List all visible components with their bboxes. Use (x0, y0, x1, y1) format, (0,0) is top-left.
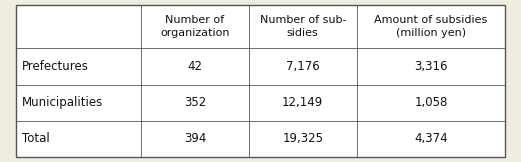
Bar (249, 85, 357, 121)
Bar (141, 5, 249, 48)
Text: 7,176: 7,176 (286, 60, 320, 73)
Text: Prefectures: Prefectures (22, 60, 89, 73)
Bar (357, 48, 505, 85)
Bar (16, 85, 141, 121)
Bar (16, 5, 141, 48)
Text: 19,325: 19,325 (282, 133, 323, 145)
Bar (16, 48, 141, 85)
Bar (249, 121, 357, 157)
Text: 394: 394 (184, 133, 206, 145)
Text: 1,058: 1,058 (414, 96, 448, 109)
Bar (141, 121, 249, 157)
Text: Amount of subsidies
(million yen): Amount of subsidies (million yen) (375, 15, 488, 38)
Bar (357, 121, 505, 157)
Bar (16, 121, 141, 157)
Bar (249, 5, 357, 48)
Text: 4,374: 4,374 (414, 133, 448, 145)
Bar (357, 85, 505, 121)
Text: 12,149: 12,149 (282, 96, 324, 109)
Text: 352: 352 (184, 96, 206, 109)
Text: Number of
organization: Number of organization (160, 15, 230, 38)
Text: 3,316: 3,316 (414, 60, 448, 73)
Text: 42: 42 (188, 60, 203, 73)
Bar (249, 48, 357, 85)
Bar (141, 85, 249, 121)
Bar (357, 5, 505, 48)
Text: Number of sub-
sidies: Number of sub- sidies (259, 15, 346, 38)
Bar (141, 48, 249, 85)
Text: Municipalities: Municipalities (22, 96, 103, 109)
Text: Total: Total (22, 133, 49, 145)
